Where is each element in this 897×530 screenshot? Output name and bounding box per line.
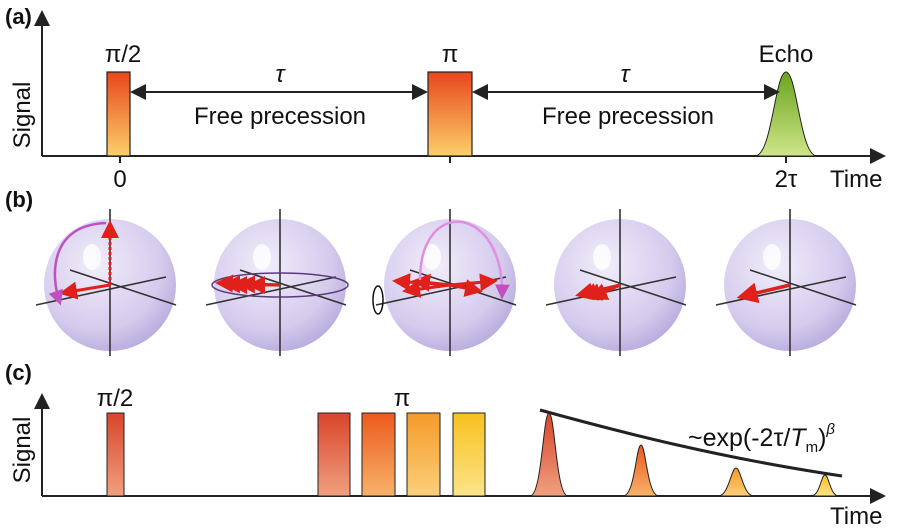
formula-part: ~exp(-2τ/ (688, 424, 790, 452)
rotation-axis-loop (373, 286, 383, 314)
highlight (253, 244, 271, 270)
y-axis-label: Signal (9, 417, 36, 484)
panel-a: (a) Signal π/2 π Echo τ τ Free precessio… (5, 4, 884, 193)
highlight (593, 244, 611, 270)
panel-label: (a) (5, 4, 32, 29)
bloch-spheres (36, 209, 856, 356)
spin-echo-figure: (a) Signal π/2 π Echo τ τ Free precessio… (0, 0, 897, 530)
highlight (83, 244, 101, 270)
pulse (318, 413, 350, 496)
panel-label: (b) (5, 187, 33, 212)
formula-part: ) (818, 424, 826, 452)
bloch-sphere (546, 209, 686, 356)
tick-label: 2τ (775, 166, 798, 193)
pulse-label: π (394, 385, 411, 412)
bloch-sphere (716, 209, 856, 356)
panel-b: (b) (5, 187, 856, 356)
echo-label: Echo (759, 41, 814, 68)
tick-label: 0 (113, 166, 126, 193)
pulse (453, 413, 485, 496)
echo (755, 72, 817, 156)
pulse-label: π/2 (105, 41, 142, 68)
tau-label: τ (276, 61, 287, 88)
echo (811, 475, 839, 496)
pulse (428, 72, 472, 156)
interval-label: Free precession (542, 103, 714, 130)
echo (718, 468, 754, 496)
tau-label: τ (621, 61, 632, 88)
decay-formula: ~exp(-2τ/Tm)β (688, 421, 835, 456)
pulse (362, 413, 395, 496)
formula-part: m (806, 439, 819, 456)
pulse (107, 72, 130, 156)
panel-c: (c) Signal π/2 π ~exp(-2τ/Tm)β Time (5, 360, 884, 530)
echo (530, 413, 568, 496)
echo (623, 445, 659, 496)
pulse-label: π (442, 41, 459, 68)
formula-part: β (825, 421, 835, 438)
x-axis-label: Time (830, 503, 882, 530)
pulse (407, 413, 440, 496)
highlight (763, 244, 781, 270)
pulse (107, 413, 124, 496)
y-axis-label: Signal (9, 82, 36, 149)
bloch-sphere (36, 209, 176, 356)
bloch-sphere (206, 209, 348, 356)
panel-label: (c) (5, 360, 32, 385)
pulse-label: π/2 (97, 385, 134, 412)
bloch-sphere (373, 209, 516, 356)
x-axis-label: Time (830, 166, 882, 193)
interval-label: Free precession (194, 103, 366, 130)
